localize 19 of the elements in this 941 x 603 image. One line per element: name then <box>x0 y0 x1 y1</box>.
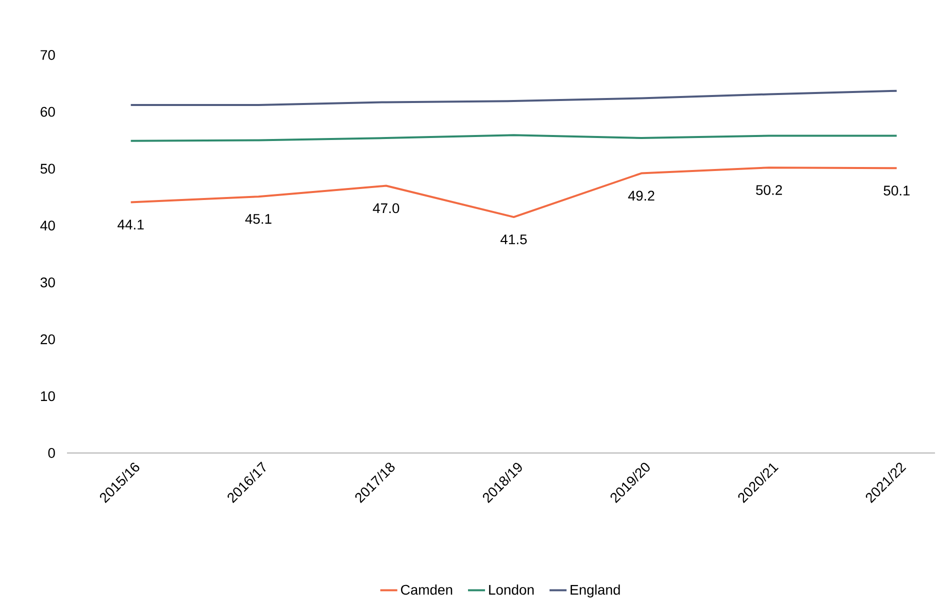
data-label: 50.2 <box>756 185 782 195</box>
data-label: 50.1 <box>884 186 910 196</box>
y-tick-label: 10 <box>41 391 55 402</box>
y-tick-label: 20 <box>40 334 55 344</box>
data-label: 44.1 <box>118 220 144 230</box>
y-tick-label: 40 <box>40 220 55 231</box>
y-tick-label: 0 <box>48 448 55 458</box>
y-tick-label: 70 <box>40 50 55 60</box>
line-series <box>130 90 898 106</box>
data-label: 41.5 <box>500 234 527 244</box>
legend-label: Camden <box>400 584 452 595</box>
y-tick-label: 30 <box>40 277 55 288</box>
legend-label: London <box>489 584 534 595</box>
legend-label: England <box>570 584 620 598</box>
data-label: 47.0 <box>372 203 400 214</box>
data-label: 49.2 <box>628 190 654 201</box>
y-tick-label: 50 <box>40 164 55 174</box>
y-tick-label: 60 <box>40 106 55 117</box>
data-label: 45.1 <box>245 214 272 224</box>
